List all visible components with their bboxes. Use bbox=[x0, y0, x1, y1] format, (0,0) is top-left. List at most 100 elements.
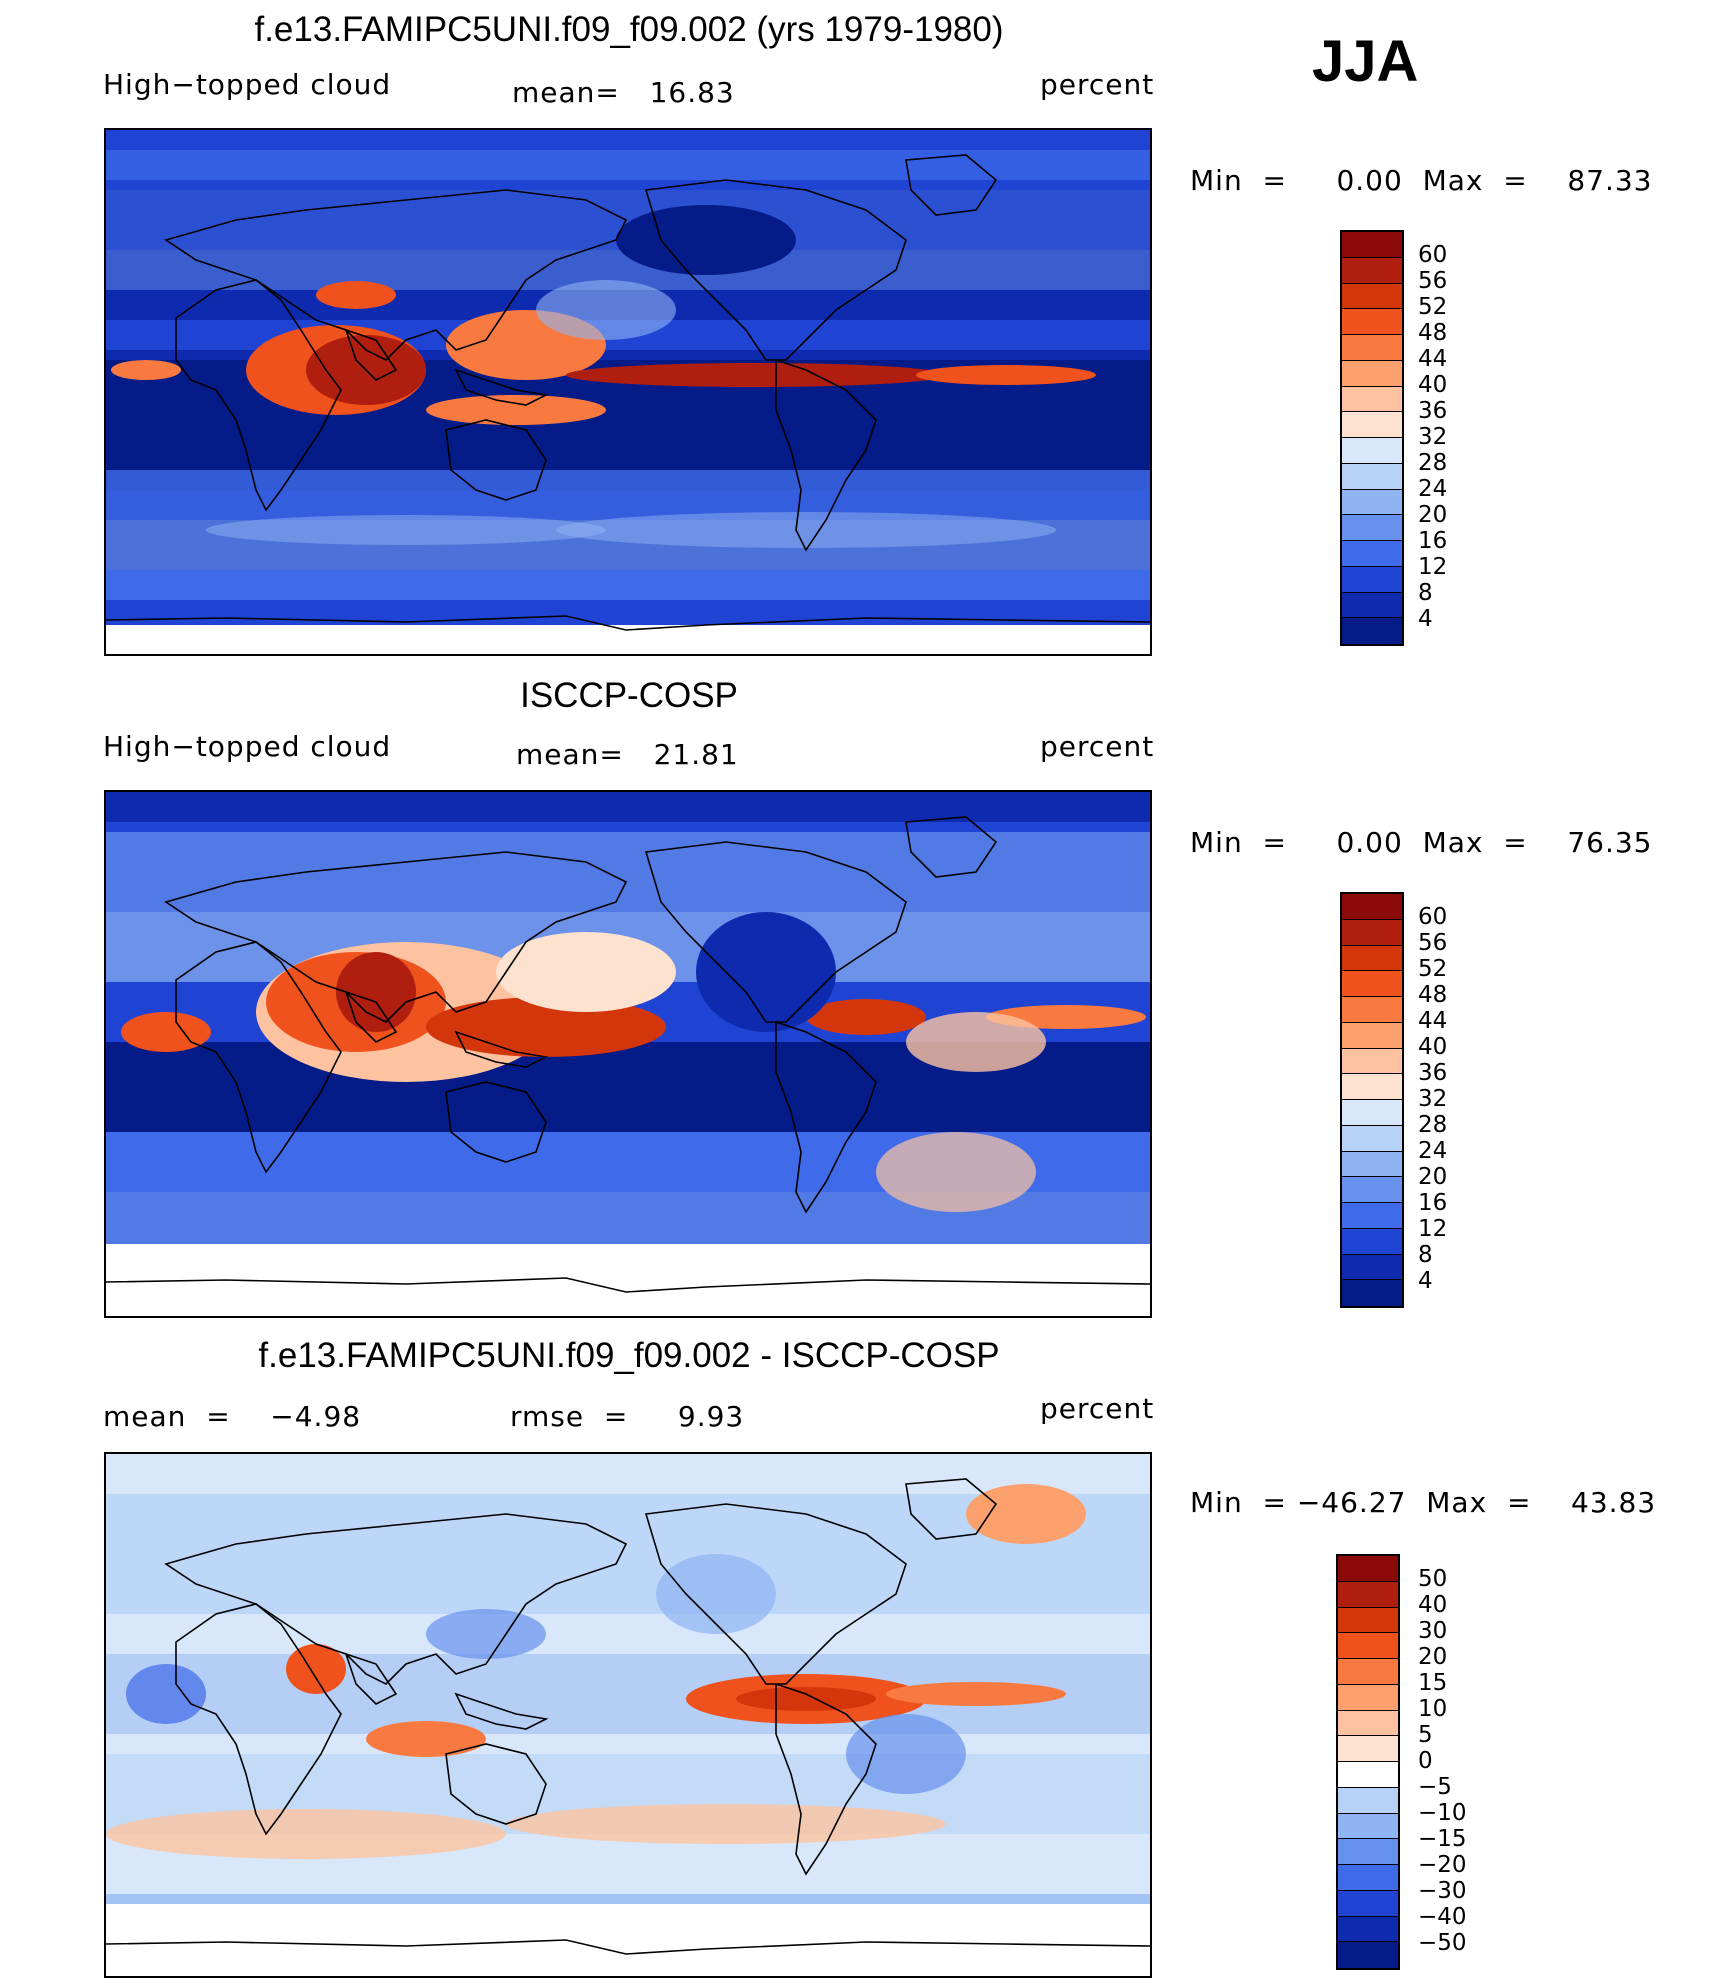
coastline bbox=[445, 1081, 547, 1163]
colorbar-tick-label: 0 bbox=[1418, 1748, 1433, 1774]
units-label: percent bbox=[1040, 1392, 1155, 1425]
season-label: JJA bbox=[1312, 29, 1419, 94]
colorbar-tick-label: 50 bbox=[1418, 1566, 1448, 1592]
colorbar-swatch bbox=[1342, 412, 1402, 438]
colorbar-tick-label: 20 bbox=[1418, 1644, 1448, 1670]
field-region bbox=[846, 1714, 966, 1794]
field-band bbox=[106, 470, 1150, 520]
colorbar-swatch bbox=[1338, 1839, 1398, 1865]
coastline bbox=[644, 179, 907, 361]
colorbar-tick-label: 12 bbox=[1418, 554, 1448, 580]
colorbar-tick-label: 30 bbox=[1418, 1618, 1448, 1644]
colorbar-swatch bbox=[1342, 566, 1402, 593]
colorbar-swatch bbox=[1342, 1151, 1402, 1178]
colorbar-tick-label: 36 bbox=[1418, 398, 1448, 424]
colorbar-tick-label: 56 bbox=[1418, 930, 1448, 956]
colorbar-obs bbox=[1340, 892, 1404, 1308]
colorbar-swatch bbox=[1338, 1762, 1398, 1788]
colorbar-swatch bbox=[1342, 1125, 1402, 1152]
colorbar-swatch bbox=[1338, 1607, 1398, 1634]
colorbar-tick-label: 60 bbox=[1418, 242, 1448, 268]
field-region bbox=[876, 1132, 1036, 1212]
field-region bbox=[536, 280, 676, 340]
variable-label: High−topped cloud bbox=[103, 730, 392, 763]
units-label: percent bbox=[1040, 68, 1155, 101]
colorbar-tick-label: 28 bbox=[1418, 450, 1448, 476]
colorbar-swatch bbox=[1338, 1787, 1398, 1814]
variable-label: High−topped cloud bbox=[103, 68, 392, 101]
colorbar-swatch bbox=[1338, 1684, 1398, 1711]
coastline bbox=[175, 941, 342, 1174]
field-region bbox=[121, 1012, 211, 1052]
coastline bbox=[445, 1743, 547, 1825]
map-model bbox=[104, 128, 1152, 656]
coastline bbox=[775, 1682, 877, 1876]
coastline bbox=[644, 1503, 907, 1685]
colorbar-swatch bbox=[1338, 1581, 1398, 1608]
colorbar-swatch bbox=[1342, 1280, 1402, 1306]
colorbar-tick-label: 52 bbox=[1418, 956, 1448, 982]
colorbar-tick-label: −20 bbox=[1418, 1852, 1467, 1878]
coastline bbox=[445, 419, 547, 501]
rmse-label: rmse = 9.93 bbox=[510, 1400, 745, 1433]
colorbar-tick-label: 52 bbox=[1418, 294, 1448, 320]
field-region bbox=[366, 1721, 486, 1757]
panel-title: f.e13.FAMIPC5UNI.f09_f09.002 (yrs 1979-1… bbox=[254, 10, 1004, 49]
colorbar-model bbox=[1340, 230, 1404, 646]
colorbar-swatch bbox=[1338, 1890, 1398, 1917]
colorbar-swatch bbox=[1342, 515, 1402, 541]
coastline bbox=[905, 1478, 998, 1540]
colorbar-tick-label: 16 bbox=[1418, 528, 1448, 554]
colorbar-tick-label: −15 bbox=[1418, 1826, 1467, 1852]
field-region bbox=[806, 999, 926, 1035]
field-region bbox=[736, 1687, 876, 1711]
field-region bbox=[906, 1012, 1046, 1072]
colorbar-tick-label: 40 bbox=[1418, 1034, 1448, 1060]
colorbar-swatch bbox=[1338, 1736, 1398, 1762]
colorbar-tick-label: −30 bbox=[1418, 1878, 1467, 1904]
colorbar-swatch bbox=[1342, 592, 1402, 619]
colorbar-swatch bbox=[1342, 1100, 1402, 1126]
field-region bbox=[566, 363, 946, 387]
colorbar-tick-label: 48 bbox=[1418, 320, 1448, 346]
colorbar-tick-label: −40 bbox=[1418, 1904, 1467, 1930]
panel-title: f.e13.FAMIPC5UNI.f09_f09.002 - ISCCP-COS… bbox=[258, 1336, 1000, 1375]
field-region bbox=[886, 1682, 1066, 1706]
coastline bbox=[106, 1277, 1150, 1293]
colorbar-tick-label: 48 bbox=[1418, 982, 1448, 1008]
colorbar-swatch bbox=[1342, 438, 1402, 464]
mean-label: mean = −4.98 bbox=[103, 1400, 362, 1433]
colorbar-swatch bbox=[1342, 257, 1402, 284]
colorbar-tick-label: 20 bbox=[1418, 1164, 1448, 1190]
field-region bbox=[616, 205, 796, 275]
map-obs bbox=[104, 790, 1152, 1318]
minmax-label: Min = 0.00 Max = 87.33 bbox=[1190, 164, 1653, 197]
colorbar-swatch bbox=[1342, 1177, 1402, 1203]
field-region bbox=[426, 1609, 546, 1659]
minmax-label: Min = −46.27 Max = 43.83 bbox=[1190, 1486, 1657, 1519]
minmax-label: Min = 0.00 Max = 76.35 bbox=[1190, 826, 1653, 859]
colorbar-swatch bbox=[1338, 1916, 1398, 1943]
colorbar-tick-label: 4 bbox=[1418, 606, 1433, 632]
colorbar-tick-label: −10 bbox=[1418, 1800, 1467, 1826]
colorbar-tick-label: 40 bbox=[1418, 1592, 1448, 1618]
colorbar-swatch bbox=[1342, 360, 1402, 387]
map-diff bbox=[104, 1452, 1152, 1978]
colorbar-tick-label: −5 bbox=[1418, 1774, 1452, 1800]
field-region bbox=[106, 1809, 506, 1859]
coastline bbox=[644, 841, 907, 1023]
colorbar-tick-label: 4 bbox=[1418, 1268, 1433, 1294]
field-region bbox=[966, 1484, 1086, 1544]
colorbar-swatch bbox=[1338, 1865, 1398, 1891]
colorbar-swatch bbox=[1342, 335, 1402, 361]
coastline bbox=[164, 851, 628, 1023]
field-region bbox=[286, 1644, 346, 1694]
coastline bbox=[344, 1652, 398, 1705]
field-region bbox=[206, 515, 606, 545]
coastline bbox=[106, 615, 1150, 631]
colorbar-tick-label: 15 bbox=[1418, 1670, 1448, 1696]
colorbar-tick-label: 16 bbox=[1418, 1190, 1448, 1216]
colorbar-swatch bbox=[1342, 1203, 1402, 1229]
field-region bbox=[556, 512, 1056, 548]
coastline bbox=[344, 328, 398, 381]
